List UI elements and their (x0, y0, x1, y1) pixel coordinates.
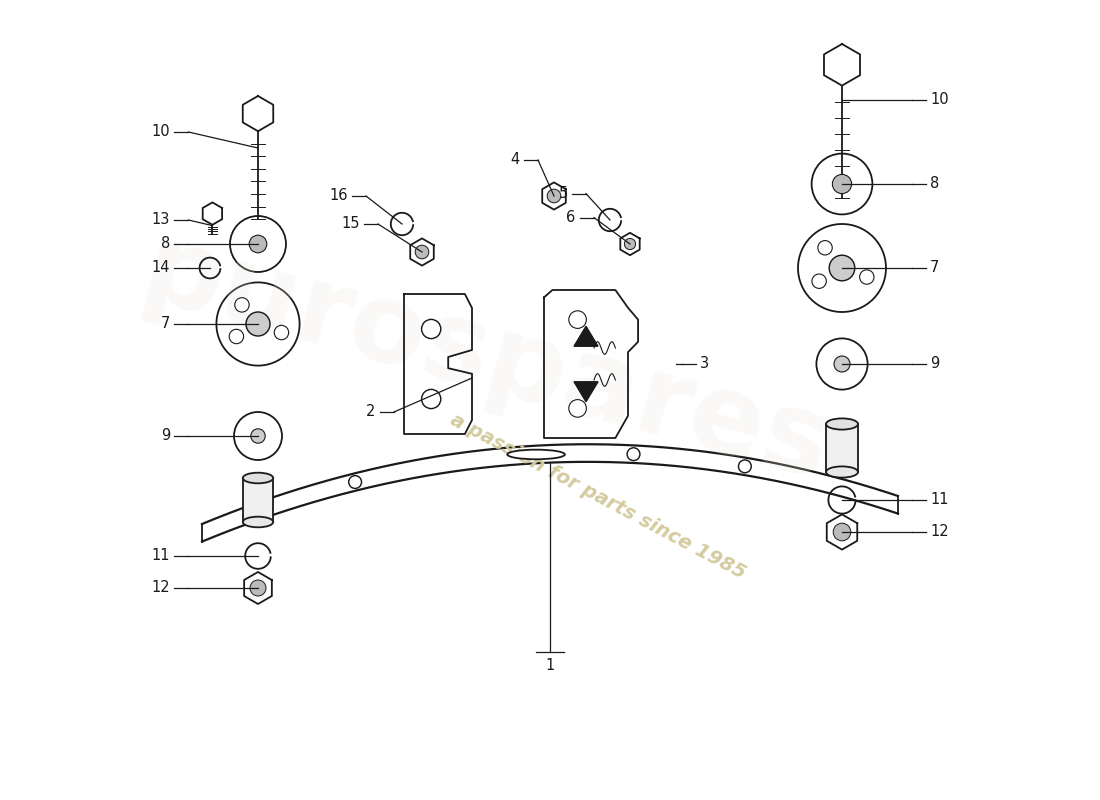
Ellipse shape (243, 473, 273, 483)
Circle shape (812, 274, 826, 288)
Text: 12: 12 (152, 581, 170, 595)
Polygon shape (827, 514, 857, 550)
Circle shape (230, 216, 286, 272)
Circle shape (834, 356, 850, 372)
Circle shape (833, 523, 850, 541)
Circle shape (569, 310, 586, 328)
Polygon shape (620, 233, 640, 255)
Circle shape (627, 448, 640, 461)
Text: 11: 11 (930, 493, 948, 507)
Text: 7: 7 (161, 317, 170, 331)
Polygon shape (542, 182, 565, 210)
Bar (826, 424, 858, 472)
Text: 8: 8 (161, 237, 170, 251)
Polygon shape (824, 44, 860, 86)
Polygon shape (574, 326, 598, 346)
Text: 7: 7 (930, 261, 939, 275)
Text: 11: 11 (152, 549, 170, 563)
Polygon shape (574, 382, 598, 402)
Circle shape (833, 174, 851, 194)
Polygon shape (544, 290, 638, 438)
Text: 14: 14 (152, 261, 170, 275)
Ellipse shape (243, 517, 273, 527)
Text: 8: 8 (930, 177, 939, 191)
Circle shape (812, 154, 872, 214)
Ellipse shape (826, 418, 858, 430)
Text: 9: 9 (930, 357, 939, 371)
Polygon shape (243, 96, 273, 131)
Circle shape (816, 338, 868, 390)
Circle shape (421, 390, 441, 409)
Circle shape (349, 476, 362, 489)
Text: 1: 1 (546, 658, 554, 673)
Circle shape (234, 412, 282, 460)
Polygon shape (404, 294, 472, 434)
Text: 2: 2 (366, 405, 375, 419)
Text: 3: 3 (701, 357, 710, 371)
Circle shape (250, 580, 266, 596)
Circle shape (829, 255, 855, 281)
Circle shape (421, 319, 441, 338)
Polygon shape (410, 238, 433, 266)
Text: a passion for parts since 1985: a passion for parts since 1985 (447, 410, 749, 582)
Text: 10: 10 (152, 125, 170, 139)
Circle shape (798, 224, 886, 312)
Circle shape (859, 270, 874, 284)
Circle shape (738, 460, 751, 473)
Text: 10: 10 (930, 93, 948, 107)
Circle shape (569, 399, 586, 418)
Text: 6: 6 (566, 210, 575, 225)
Text: 12: 12 (930, 525, 948, 539)
Text: 13: 13 (152, 213, 170, 227)
Polygon shape (244, 572, 272, 604)
Circle shape (217, 282, 299, 366)
Circle shape (234, 298, 250, 312)
Circle shape (251, 429, 265, 443)
Circle shape (274, 326, 288, 340)
Circle shape (246, 312, 270, 336)
Circle shape (415, 245, 429, 258)
Circle shape (547, 190, 561, 202)
Text: 5: 5 (559, 186, 568, 201)
Circle shape (229, 330, 243, 344)
Text: 16: 16 (329, 189, 348, 203)
Text: 9: 9 (161, 429, 170, 443)
Bar (243, 478, 273, 522)
Text: purospares: purospares (131, 217, 842, 503)
Circle shape (250, 235, 267, 253)
Text: 4: 4 (510, 153, 519, 167)
Text: 15: 15 (341, 217, 360, 231)
Circle shape (817, 241, 833, 255)
Ellipse shape (507, 450, 565, 459)
Polygon shape (202, 202, 222, 225)
Ellipse shape (826, 466, 858, 478)
Circle shape (625, 238, 636, 250)
